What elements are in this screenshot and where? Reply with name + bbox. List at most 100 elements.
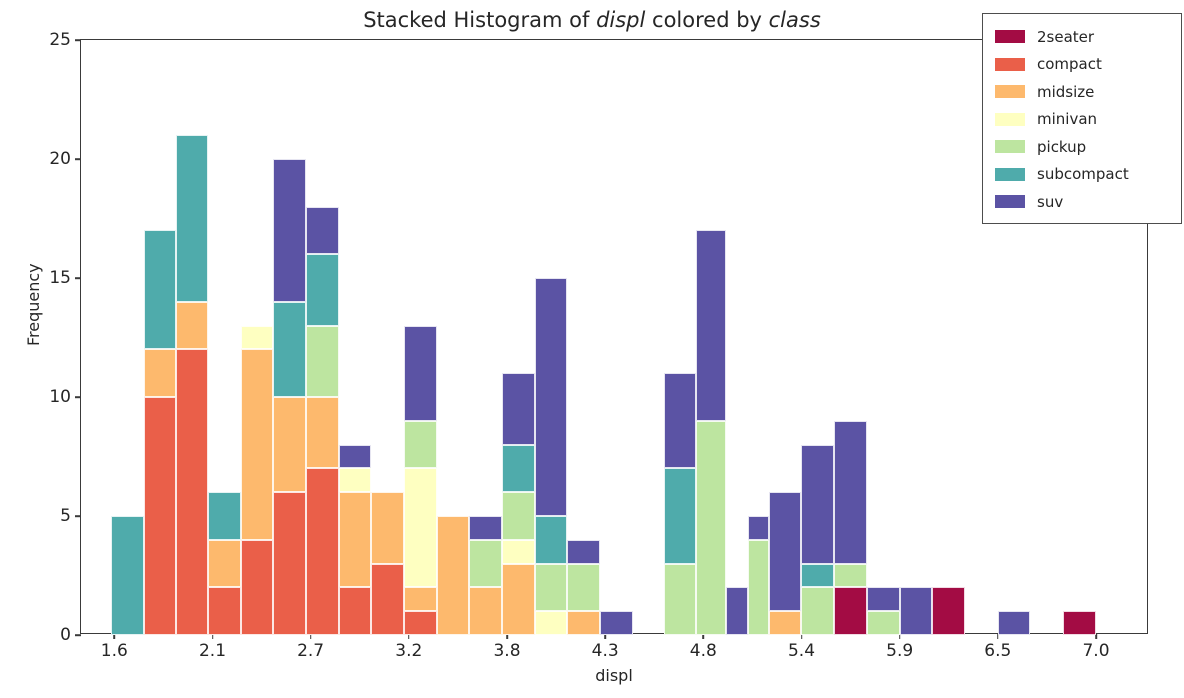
- legend-label: midsize: [1037, 82, 1095, 101]
- histogram-bar-segment-pickup: [866, 611, 900, 635]
- legend-item-minivan: minivan: [995, 106, 1171, 134]
- x-tick-label: 4.8: [689, 641, 717, 661]
- legend-label: subcompact: [1037, 165, 1129, 184]
- y-tick-mark: [75, 634, 81, 636]
- histogram-bar-segment-subcompact: [111, 516, 144, 635]
- legend-label: minivan: [1037, 110, 1098, 129]
- legend-item-suv: suv: [995, 188, 1171, 216]
- x-tick-label: 2.7: [297, 641, 325, 661]
- x-tick-label: 4.3: [591, 641, 619, 661]
- histogram-bar-segment-suv: [502, 373, 535, 445]
- histogram-bar-segment-midsize: [502, 563, 535, 635]
- y-tick-mark: [75, 515, 81, 517]
- y-tick-label: 0: [60, 625, 71, 645]
- histogram-bar-segment-pickup: [567, 563, 600, 612]
- legend-item-midsize: midsize: [995, 78, 1171, 106]
- x-tick-mark: [1095, 633, 1097, 639]
- x-tick-mark: [898, 633, 901, 639]
- chart-title: Stacked Histogram of displ colored by cl…: [0, 8, 1184, 32]
- histogram-bar-segment-pickup: [664, 563, 696, 635]
- legend-label: suv: [1037, 192, 1064, 211]
- y-tick-mark: [75, 277, 81, 279]
- histogram-bar-segment-compact: [338, 587, 372, 635]
- legend-swatch-icon: [995, 112, 1025, 126]
- histogram-bar-segment-midsize: [469, 587, 502, 635]
- histogram-bar-segment-midsize: [404, 587, 437, 612]
- histogram-bar-segment-compact: [273, 492, 306, 635]
- histogram-bar-segment-suv: [899, 587, 933, 635]
- histogram-bar-segment-pickup: [696, 420, 726, 635]
- histogram-bar-segment-subcompact: [306, 254, 339, 326]
- histogram-bar-segment-midsize: [338, 492, 372, 588]
- legend-item-pickup: pickup: [995, 133, 1171, 161]
- histogram-bar-segment-compact: [371, 563, 404, 635]
- histogram-bar-segment-midsize: [436, 516, 470, 635]
- x-tick-mark: [997, 633, 999, 639]
- histogram-bar-segment-suv: [273, 159, 306, 302]
- histogram-bar-segment-suv: [834, 420, 867, 564]
- histogram-bar-segment-midsize: [241, 349, 274, 540]
- x-tick-mark: [309, 633, 312, 639]
- histogram-bar-segment-suv: [801, 444, 835, 564]
- histogram-bar-segment-minivan: [534, 611, 568, 635]
- x-tick-label: 2.1: [198, 641, 227, 661]
- legend-label: compact: [1037, 55, 1102, 74]
- histogram-bar-segment-minivan: [338, 468, 372, 493]
- histogram-bar-segment-midsize: [208, 539, 241, 588]
- legend-swatch-icon: [995, 195, 1025, 209]
- histogram-bar-segment-subcompact: [664, 468, 696, 564]
- histogram-bar-segment-suv: [306, 206, 339, 255]
- histogram-bar-segment-suv: [534, 278, 568, 516]
- x-tick-label: 6.5: [984, 641, 1012, 661]
- legend-swatch-icon: [995, 140, 1025, 154]
- x-axis-label: displ: [595, 666, 633, 685]
- title-part: colored by: [645, 8, 769, 32]
- histogram-bar-segment-compact: [306, 468, 339, 635]
- legend-item-2seater: 2seater: [995, 23, 1171, 51]
- legend-swatch-icon: [995, 167, 1025, 181]
- histogram-bar-segment-midsize: [567, 611, 600, 635]
- x-tick-label: 3.8: [493, 641, 521, 661]
- x-tick-label: 7.0: [1082, 641, 1110, 661]
- y-tick-label: 20: [49, 149, 71, 169]
- histogram-bar-segment-suv: [567, 539, 600, 564]
- title-part: Stacked Histogram of: [363, 8, 597, 32]
- histogram-bar-segment-suv: [404, 325, 437, 421]
- histogram-bar-segment-midsize: [273, 397, 306, 493]
- histogram-bar-segment-suv: [600, 611, 633, 635]
- legend-label: 2seater: [1037, 27, 1095, 46]
- histogram-bar-segment-compact: [143, 397, 176, 635]
- y-tick-mark: [75, 158, 81, 160]
- histogram-bar-segment-compact: [208, 587, 241, 635]
- histogram-bar-segment-2seater: [1063, 611, 1096, 635]
- histogram-bar-segment-subcompact: [143, 230, 176, 350]
- histogram-bar-segment-suv: [664, 373, 696, 469]
- histogram-bar-segment-pickup: [306, 325, 339, 397]
- y-axis-label-wrap: Frequency: [14, 263, 43, 406]
- histogram-bar-segment-subcompact: [801, 563, 835, 588]
- histogram-bar-segment-midsize: [306, 397, 339, 469]
- histogram-bar-segment-suv: [866, 587, 900, 612]
- legend-swatch-icon: [995, 85, 1025, 99]
- y-tick-label: 10: [49, 387, 71, 407]
- histogram-bar-segment-suv: [748, 516, 769, 540]
- histogram-bar-segment-suv: [696, 230, 726, 421]
- x-tick-mark: [408, 633, 410, 639]
- title-italic-part: class: [768, 8, 821, 32]
- x-tick-mark: [604, 633, 606, 639]
- y-axis-label: Frequency: [24, 263, 43, 346]
- histogram-bar-segment-suv: [726, 587, 748, 635]
- x-tick-mark: [506, 633, 508, 639]
- legend-swatch-icon: [995, 30, 1025, 44]
- x-tick-mark: [800, 633, 803, 639]
- title-italic-part: displ: [596, 8, 646, 32]
- histogram-bar-segment-2seater: [932, 587, 965, 635]
- legend: 2seater compact midsize minivan pickup subcom…: [982, 13, 1182, 224]
- x-tick-label: 1.6: [100, 641, 128, 661]
- histogram-bar-segment-pickup: [748, 539, 769, 635]
- x-tick-mark: [702, 633, 705, 639]
- y-tick-label: 15: [49, 268, 71, 288]
- histogram-bar-segment-suv: [997, 611, 1031, 635]
- histogram-bar-segment-compact: [176, 349, 209, 635]
